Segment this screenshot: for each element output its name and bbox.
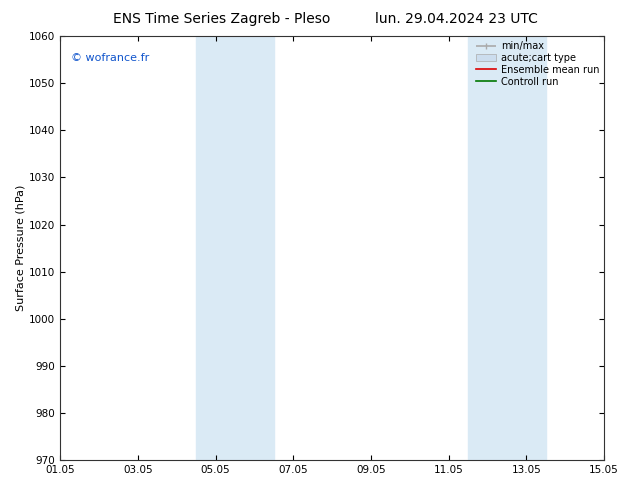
Bar xyxy=(197,36,274,460)
Text: © wofrance.fr: © wofrance.fr xyxy=(71,53,150,63)
Bar xyxy=(468,36,546,460)
Text: lun. 29.04.2024 23 UTC: lun. 29.04.2024 23 UTC xyxy=(375,12,538,26)
Legend: min/max, acute;cart type, Ensemble mean run, Controll run: min/max, acute;cart type, Ensemble mean … xyxy=(474,38,602,90)
Text: ENS Time Series Zagreb - Pleso: ENS Time Series Zagreb - Pleso xyxy=(113,12,330,26)
Y-axis label: Surface Pressure (hPa): Surface Pressure (hPa) xyxy=(15,185,25,311)
